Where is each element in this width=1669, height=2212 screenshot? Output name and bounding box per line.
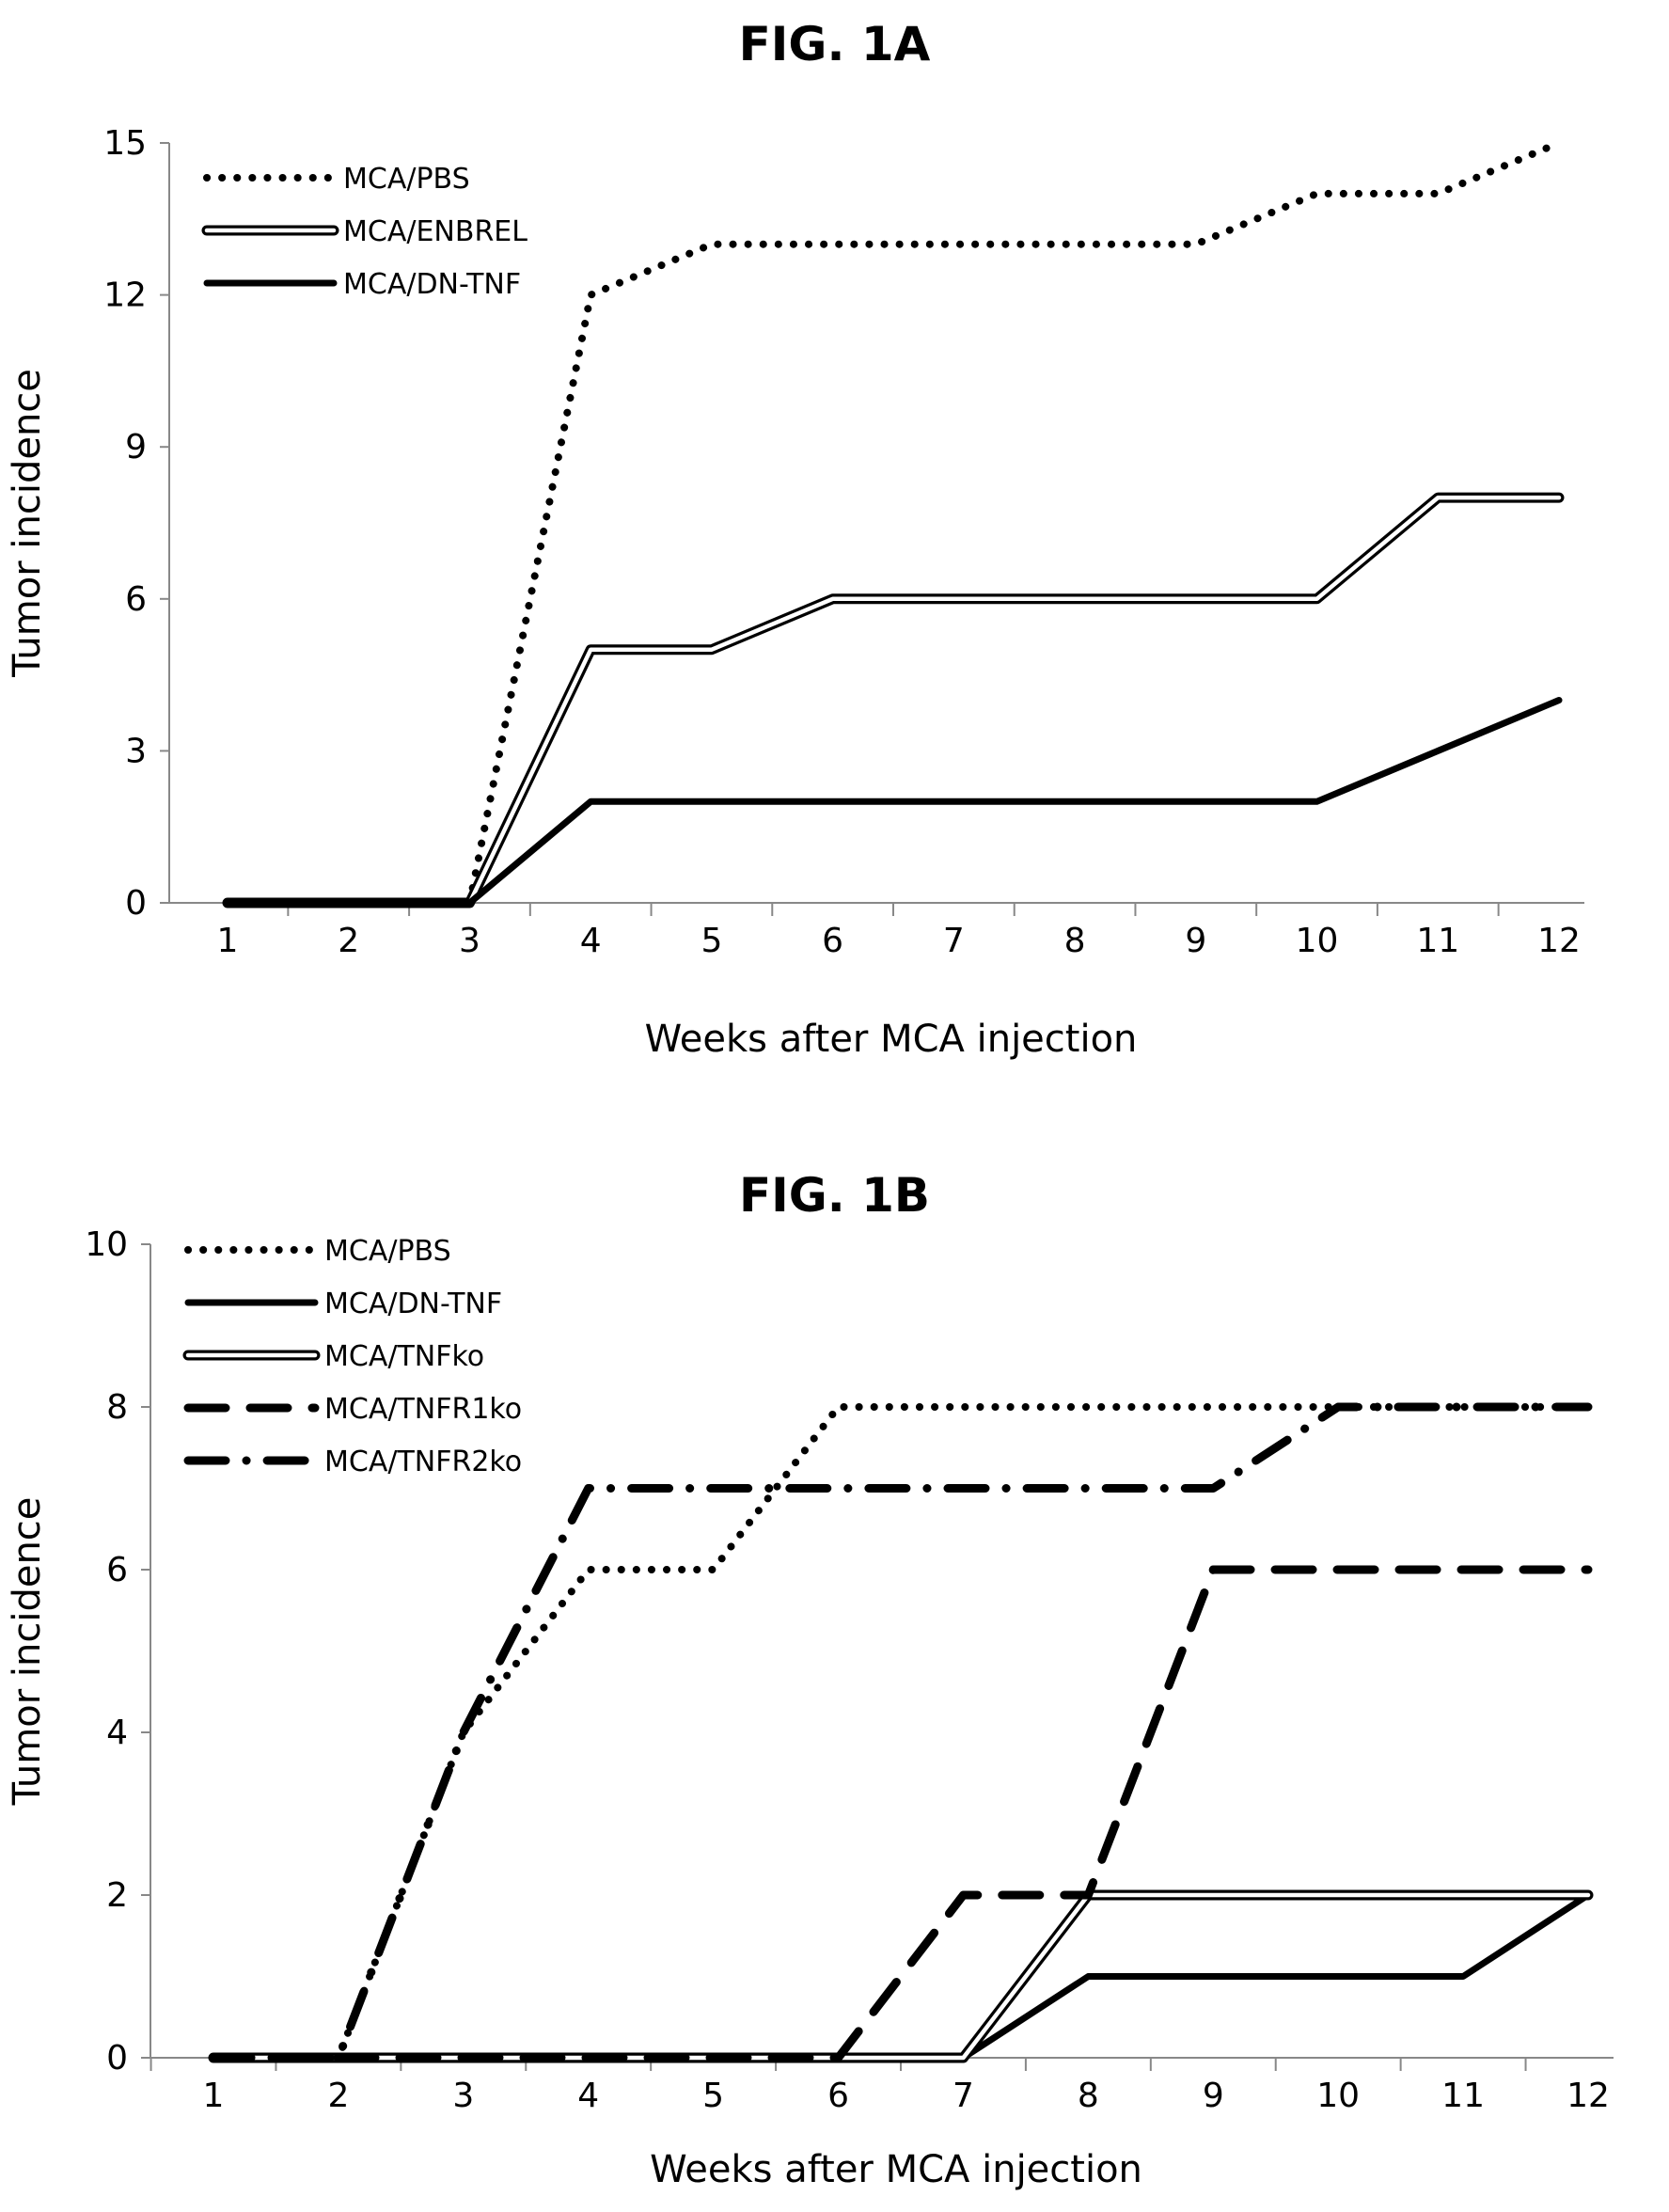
chart-b-x-tick-label: 8	[1078, 2077, 1099, 2115]
chart-a-x-axis-label: Weeks after MCA injection	[645, 1018, 1138, 1061]
chart-b-x-tick-label: 9	[1203, 2077, 1224, 2115]
chart-a-x-tick-label: 9	[1185, 922, 1206, 960]
chart-b-series-line-5	[209, 1402, 1593, 2062]
chart-b-legend-label-3: MCA/TNFko	[324, 1340, 484, 1373]
chart-b-y-tick-label: 2	[106, 1876, 128, 1915]
chart-a-legend-label-3: MCA/DN-TNF	[343, 268, 521, 301]
chart-a-series-line-3	[224, 697, 1563, 907]
chart-a-y-tick-label: 3	[125, 732, 147, 770]
chart-b-legend-label-2: MCA/DN-TNF	[324, 1288, 502, 1320]
chart-b-x-tick-label: 6	[827, 2077, 849, 2115]
chart-b-x-tick-label: 3	[452, 2077, 474, 2115]
chart-b-x-tick-label: 10	[1316, 2077, 1360, 2115]
chart-b-series-line-2	[210, 1891, 1592, 2062]
chart-b-x-tick-label: 1	[203, 2077, 225, 2115]
chart-b-x-tick-label: 5	[702, 2077, 724, 2115]
chart-a-y-tick-label: 0	[125, 884, 147, 923]
chart-a-y-tick-label: 6	[125, 580, 147, 619]
chart-a-legend-label-2: MCA/ENBREL	[343, 215, 527, 248]
chart-a-x-tick-label: 2	[338, 922, 359, 960]
chart-a-y-tick-label: 15	[103, 124, 147, 163]
chart-a-y-tick-label: 9	[125, 428, 147, 466]
chart-b-x-axis-label: Weeks after MCA injection	[650, 2148, 1142, 2191]
chart-b-y-tick-label: 6	[106, 1551, 128, 1589]
chart-b-x-tick-label: 12	[1567, 2077, 1610, 2115]
chart-b-legend-label-1: MCA/PBS	[324, 1235, 451, 1268]
chart-b-x-tick-label: 2	[327, 2077, 349, 2115]
chart-b-y-tick-label: 0	[106, 2039, 128, 2078]
chart-a-x-tick-label: 1	[217, 922, 239, 960]
chart-a-x-tick-label: 10	[1296, 922, 1339, 960]
chart-a-title: FIG. 1A	[738, 17, 931, 71]
chart-b-series-line-1	[210, 1403, 1592, 2062]
chart-a-x-tick-label: 7	[943, 922, 965, 960]
chart-a-y-tick-label: 12	[103, 276, 147, 315]
chart-a-legend-label-1: MCA/PBS	[343, 163, 470, 196]
chart-b-legend-label-5: MCA/TNFR2ko	[324, 1446, 522, 1478]
chart-b-x-tick-label: 11	[1441, 2077, 1485, 2115]
chart-b-series-line-3	[208, 1889, 1594, 2063]
chart-a-x-tick-label: 11	[1416, 922, 1459, 960]
chart-b-y-tick-label: 10	[85, 1225, 128, 1264]
chart-a-x-tick-label: 6	[822, 922, 843, 960]
chart-a-x-tick-label: 3	[459, 922, 480, 960]
chart-b-y-axis-label: Tumor incidence	[6, 1497, 49, 1807]
chart-b-x-tick-label: 4	[577, 2077, 599, 2115]
chart-b-legend-label-4: MCA/TNFR1ko	[324, 1393, 522, 1426]
chart-a-x-tick-label: 4	[580, 922, 602, 960]
chart-a-x-tick-label: 5	[701, 922, 722, 960]
chart-b-series-line-4	[209, 1565, 1593, 2062]
chart-b-y-tick-label: 8	[106, 1388, 128, 1427]
chart-b-y-tick-label: 4	[106, 1714, 128, 1752]
chart-a-y-axis-label: Tumor incidence	[6, 369, 49, 678]
chart-a-x-tick-label: 12	[1537, 922, 1581, 960]
chart-b-x-tick-label: 7	[953, 2077, 974, 2115]
chart-b-title: FIG. 1B	[738, 1168, 931, 1223]
chart-a-x-tick-label: 8	[1064, 922, 1086, 960]
